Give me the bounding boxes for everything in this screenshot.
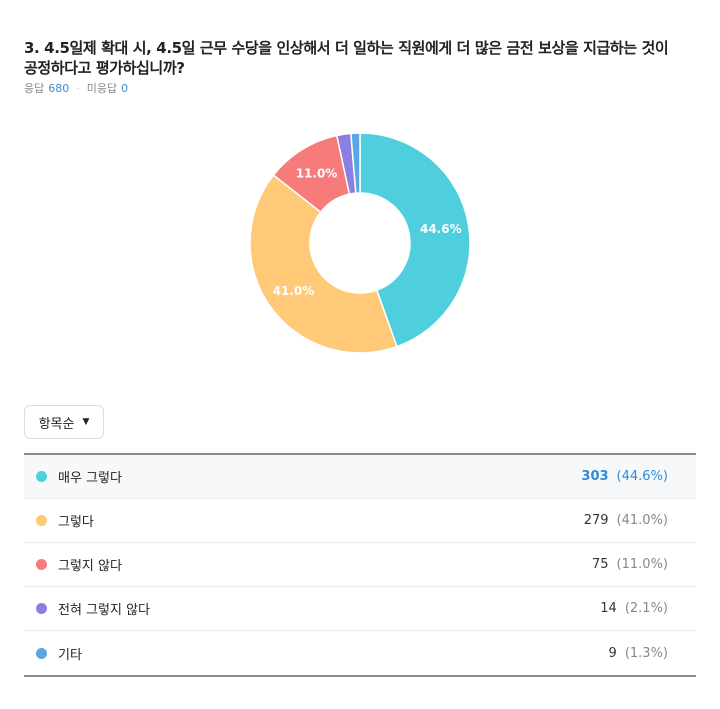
row-percent: (2.1%) [624,601,668,616]
row-count: 9 [608,645,617,661]
table-row[interactable]: 매우 그렇다 303 (44.6%) [24,455,696,499]
table-row[interactable]: 그렇다 279 (41.0%) [24,499,696,543]
row-count: 279 [583,513,609,528]
responses-label: 응답 [24,82,45,95]
sort-button-label: 항목순 [38,416,75,432]
row-count: 75 [592,557,609,572]
row-percent: (1.3%) [624,645,668,661]
responses-count: 680 [48,81,70,95]
no-response-label: 미응답 [86,82,118,95]
slice-label: 11.0% [296,166,338,180]
row-label: 그렇지 않다 [58,559,122,574]
sort-button[interactable]: 항목순 ▼ [24,405,104,439]
question-title: 3. 4.5일제 확대 시, 4.5일 근무 수당을 인상해서 더 일하는 직원… [24,39,669,77]
results-table: 매우 그렇다 303 (44.6%) 그렇다 279 (41.0%) 그렇지 않… [24,453,696,677]
row-percent: (11.0%) [616,557,668,572]
donut-chart: 44.6% 41.0% 11.0% [249,132,471,354]
donut-slice[interactable] [350,132,361,194]
table-row[interactable]: 전혀 그렇지 않다 14 (2.1%) [24,587,696,631]
table-row[interactable]: 그렇지 않다 75 (11.0%) [24,543,696,587]
donut-slice[interactable] [249,174,398,354]
donut-slice[interactable] [359,132,471,348]
row-percent: (41.0%) [616,513,668,528]
legend-swatch [36,559,47,570]
row-count: 303 [581,469,609,484]
row-label: 전혀 그렇지 않다 [58,603,150,618]
no-response-count: 0 [121,81,129,95]
legend-swatch [36,515,47,526]
row-label: 기타 [58,647,82,663]
row-percent: (44.6%) [616,469,668,484]
row-label: 매우 그렇다 [58,471,122,486]
meta-separator: · [76,81,80,95]
legend-swatch [36,471,47,482]
table-row[interactable]: 기타 9 (1.3%) [24,631,696,675]
slice-label: 44.6% [420,222,462,236]
slice-label: 41.0% [273,284,315,298]
row-count: 14 [600,601,617,616]
legend-swatch [36,603,47,614]
response-meta: 응답 680 · 미응답 0 [24,80,128,96]
row-label: 그렇다 [58,515,94,530]
legend-swatch [36,647,47,659]
caret-down-icon: ▼ [82,417,90,427]
